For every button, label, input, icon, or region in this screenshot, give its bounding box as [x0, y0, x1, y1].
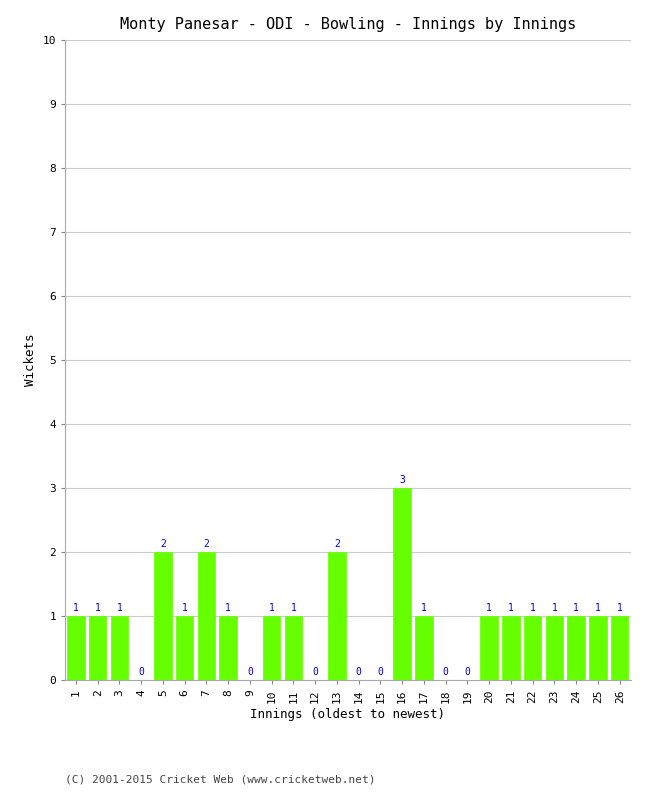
Text: 1: 1 [73, 603, 79, 613]
Text: 1: 1 [508, 603, 514, 613]
Text: 1: 1 [268, 603, 274, 613]
Bar [176, 616, 193, 680]
Text: 1: 1 [225, 603, 231, 613]
Bar [393, 488, 411, 680]
Text: 1: 1 [95, 603, 101, 613]
Bar [611, 616, 629, 680]
Bar [220, 616, 237, 680]
Bar [524, 616, 541, 680]
Bar [154, 552, 172, 680]
Bar [89, 616, 107, 680]
Bar [285, 616, 302, 680]
Text: 1: 1 [182, 603, 188, 613]
Bar [480, 616, 498, 680]
Bar [545, 616, 563, 680]
Text: 1: 1 [116, 603, 122, 613]
Text: 1: 1 [617, 603, 623, 613]
Text: 2: 2 [334, 539, 340, 549]
Bar [198, 552, 215, 680]
Text: 1: 1 [486, 603, 492, 613]
Bar [328, 552, 346, 680]
Bar [263, 616, 280, 680]
Text: 1: 1 [551, 603, 557, 613]
Text: 3: 3 [399, 475, 405, 485]
Text: 0: 0 [356, 666, 361, 677]
Text: 1: 1 [530, 603, 536, 613]
Title: Monty Panesar - ODI - Bowling - Innings by Innings: Monty Panesar - ODI - Bowling - Innings … [120, 17, 576, 32]
Text: 1: 1 [291, 603, 296, 613]
Text: 0: 0 [312, 666, 318, 677]
Text: 0: 0 [378, 666, 384, 677]
Text: 1: 1 [595, 603, 601, 613]
Text: 0: 0 [247, 666, 253, 677]
Bar [502, 616, 519, 680]
Y-axis label: Wickets: Wickets [24, 334, 37, 386]
Text: 1: 1 [421, 603, 427, 613]
Bar [589, 616, 606, 680]
Bar [567, 616, 585, 680]
Text: 0: 0 [465, 666, 471, 677]
Text: 0: 0 [443, 666, 448, 677]
X-axis label: Innings (oldest to newest): Innings (oldest to newest) [250, 708, 445, 721]
Text: 1: 1 [573, 603, 579, 613]
Text: 0: 0 [138, 666, 144, 677]
Bar [67, 616, 85, 680]
Bar [111, 616, 128, 680]
Bar [415, 616, 433, 680]
Text: 2: 2 [160, 539, 166, 549]
Text: 2: 2 [203, 539, 209, 549]
Text: (C) 2001-2015 Cricket Web (www.cricketweb.net): (C) 2001-2015 Cricket Web (www.cricketwe… [65, 774, 376, 784]
